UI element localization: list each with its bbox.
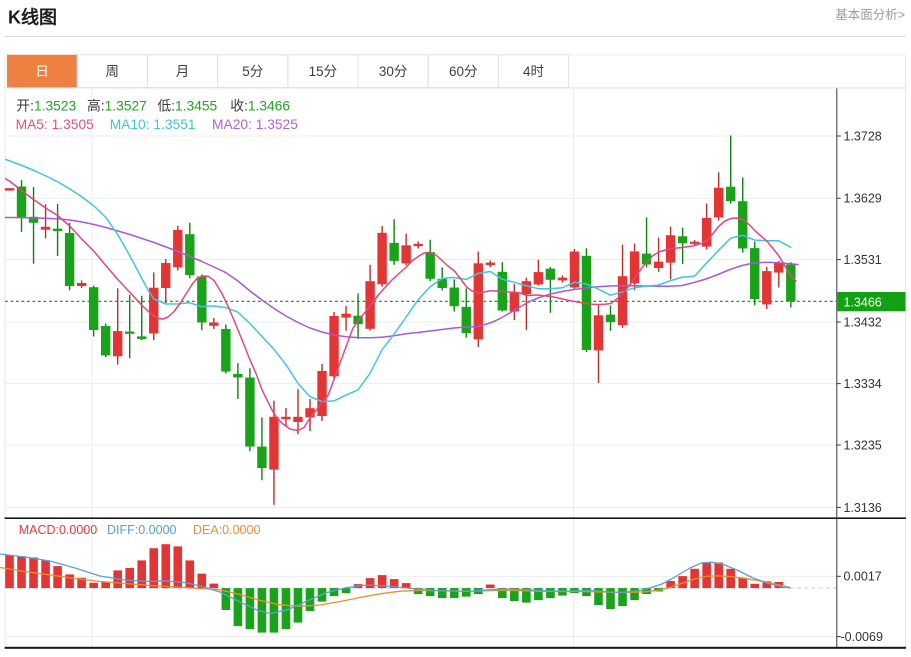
svg-text:1.3466: 1.3466 [844,295,882,309]
svg-text:1.3728: 1.3728 [844,129,882,143]
svg-text:MACD:0.0000: MACD:0.0000 [19,523,98,537]
svg-text:1.3136: 1.3136 [844,501,882,515]
svg-text:K线图: K线图 [8,7,57,28]
svg-text:-0.0069: -0.0069 [841,630,883,644]
svg-text:月: 月 [176,64,190,79]
svg-text:DIFF:0.0000: DIFF:0.0000 [107,523,177,537]
svg-text:日: 日 [35,64,49,79]
svg-text:1.3432: 1.3432 [844,315,882,329]
svg-text:1.3235: 1.3235 [844,438,882,452]
svg-text:基本面分析>: 基本面分析> [835,8,905,22]
svg-text:1.3629: 1.3629 [844,192,882,206]
svg-text:1.3531: 1.3531 [844,253,882,267]
svg-text:30分: 30分 [379,64,408,79]
svg-text:15分: 15分 [309,64,338,79]
svg-text:DEA:0.0000: DEA:0.0000 [193,523,260,537]
svg-text:60分: 60分 [449,64,478,79]
svg-text:0.0017: 0.0017 [844,570,882,584]
svg-text:1.3334: 1.3334 [844,377,882,391]
svg-text:周: 周 [106,64,120,79]
svg-text:4时: 4时 [523,64,544,79]
svg-text:5分: 5分 [242,64,263,79]
